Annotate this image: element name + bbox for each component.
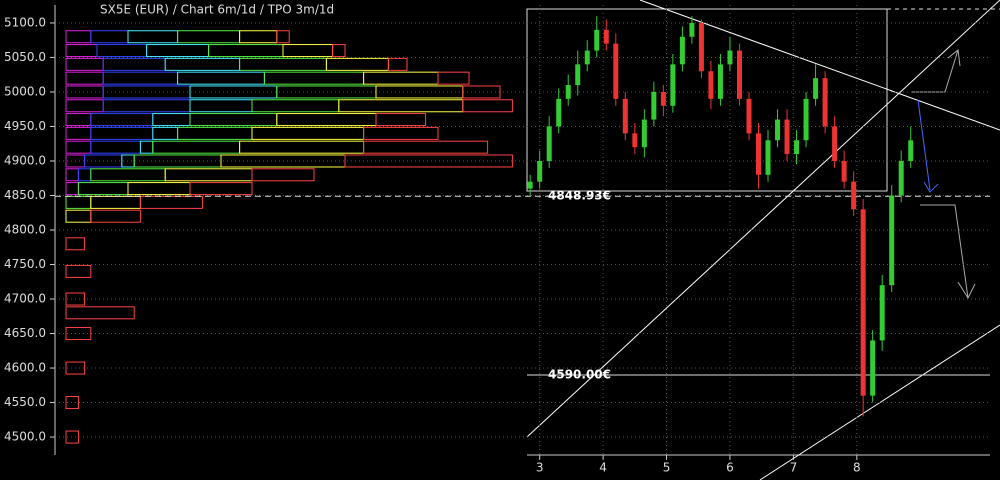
candle-body xyxy=(803,98,809,141)
y-tick-label: 4700.0 xyxy=(4,292,46,306)
y-tick-label: 4800.0 xyxy=(4,223,46,237)
y-tick-label: 4900.0 xyxy=(4,153,46,167)
y-tick-label: 4550.0 xyxy=(4,395,46,409)
y-tick-label: 5100.0 xyxy=(4,15,46,29)
candle-body xyxy=(613,43,619,99)
candle-body xyxy=(851,181,857,210)
y-tick-label: 4500.0 xyxy=(4,430,46,444)
candle-body xyxy=(584,50,590,65)
candle-body xyxy=(822,78,828,127)
candle-body xyxy=(575,64,581,86)
y-tick-label: 5000.0 xyxy=(4,84,46,98)
y-tick-label: 4600.0 xyxy=(4,361,46,375)
profile-segment xyxy=(139,195,203,209)
x-tick-label: 6 xyxy=(726,461,734,475)
profile-segment xyxy=(332,44,346,58)
profile-segment xyxy=(65,237,86,251)
candle-body xyxy=(879,285,885,341)
arrow xyxy=(920,204,976,300)
x-tick-label: 4 xyxy=(599,461,607,475)
candle-body xyxy=(727,50,733,65)
y-tick-label: 4950.0 xyxy=(4,119,46,133)
candle-body xyxy=(679,36,685,65)
x-tick-label: 8 xyxy=(853,461,861,475)
candle-body xyxy=(908,140,914,161)
x-tick-label: 5 xyxy=(663,461,671,475)
candle-body xyxy=(870,340,876,396)
candle-body xyxy=(860,209,866,396)
y-tick-label: 4850.0 xyxy=(4,188,46,202)
x-tick-label: 3 xyxy=(536,461,544,475)
candle-body xyxy=(765,140,771,175)
candle-body xyxy=(717,64,723,99)
profile-segment xyxy=(276,30,290,44)
y-tick-label: 5050.0 xyxy=(4,50,46,64)
profile-segment xyxy=(462,85,501,99)
trend-line xyxy=(639,0,1000,131)
candle-body xyxy=(622,98,628,134)
candle-body xyxy=(660,91,666,106)
profile-segment xyxy=(65,430,79,444)
level-label: 4848.93€ xyxy=(548,189,611,203)
profile-segment xyxy=(65,396,79,410)
trend-line xyxy=(526,0,1000,438)
profile-segment xyxy=(189,182,253,196)
candle-body xyxy=(565,85,571,99)
candle-body xyxy=(546,126,552,161)
candle-body xyxy=(832,126,838,161)
profile-segment xyxy=(375,113,427,127)
profile-segment xyxy=(65,292,86,306)
profile-segment xyxy=(90,209,141,223)
chart-title: SX5E (EUR) / Chart 6m/1d / TPO 3m/1d xyxy=(100,3,334,17)
candle-body xyxy=(889,195,895,286)
range-box xyxy=(526,8,888,192)
candle-body xyxy=(736,50,742,99)
profile-segment xyxy=(387,57,408,71)
y-tick-label: 4650.0 xyxy=(4,326,46,340)
x-tick-label: 7 xyxy=(790,461,798,475)
profile-segment xyxy=(65,361,86,375)
profile-segment xyxy=(65,327,92,341)
candle-body xyxy=(708,71,714,99)
profile-segment xyxy=(363,140,489,154)
candle-body xyxy=(784,119,790,155)
candle-body xyxy=(603,29,609,44)
level-label: 4590.00€ xyxy=(548,367,611,381)
candle-body xyxy=(756,133,761,175)
candle-body xyxy=(641,119,647,148)
profile-segment xyxy=(344,154,513,168)
profile-segment xyxy=(65,264,92,278)
candle-body xyxy=(794,140,800,155)
candle-body xyxy=(527,181,533,189)
candle-body xyxy=(632,133,638,148)
arrow xyxy=(917,99,939,193)
profile-segment xyxy=(251,168,315,182)
candle-body xyxy=(651,91,657,120)
candle-body xyxy=(556,98,562,127)
profile-segment xyxy=(65,306,135,320)
candle-body xyxy=(537,160,543,182)
candle-body xyxy=(594,29,600,51)
candle-body xyxy=(775,119,781,141)
profile-segment xyxy=(462,99,513,113)
candle-body xyxy=(746,98,752,134)
candle-body xyxy=(698,22,704,72)
candle-body xyxy=(689,22,695,37)
candle-body xyxy=(813,78,819,99)
y-tick-label: 4750.0 xyxy=(4,257,46,271)
profile-segment xyxy=(363,126,439,140)
candle-body xyxy=(898,160,904,196)
profile-segment xyxy=(437,71,470,85)
candle-body xyxy=(670,64,676,106)
candle-body xyxy=(841,160,847,182)
